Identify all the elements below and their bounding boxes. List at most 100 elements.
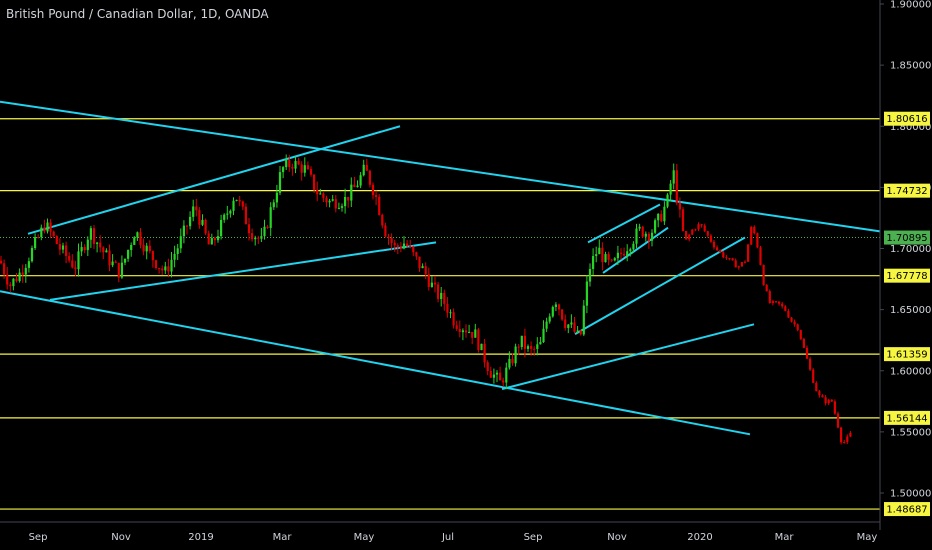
candle-body xyxy=(440,292,443,300)
candle-body xyxy=(486,362,489,372)
candle-body xyxy=(12,278,15,287)
candle-body xyxy=(774,301,778,303)
trendline-rising-short-upper xyxy=(587,203,661,244)
candle-body xyxy=(545,321,548,329)
candle-body xyxy=(89,228,92,240)
candle-body xyxy=(291,166,294,169)
candle-body xyxy=(210,238,213,245)
candle-body xyxy=(105,250,108,253)
candle-body xyxy=(229,210,232,214)
candle-body xyxy=(657,213,660,221)
candle-body xyxy=(272,202,275,208)
candle-body xyxy=(554,304,557,307)
candle-body xyxy=(691,229,694,235)
candle-body xyxy=(598,247,601,255)
candle-body xyxy=(539,342,542,345)
candle-body xyxy=(722,252,725,258)
candle-body xyxy=(492,374,495,378)
candle-body xyxy=(58,244,61,250)
candle-body xyxy=(213,238,216,241)
price-tick-label: 1.70000 xyxy=(890,244,931,255)
candle-body xyxy=(824,397,827,404)
candle-body xyxy=(650,232,654,241)
candle-body xyxy=(809,358,812,370)
level-label: 1.80616 xyxy=(886,114,927,125)
candle-body xyxy=(588,268,592,282)
candle-body xyxy=(471,331,474,338)
candle-body xyxy=(154,260,158,269)
candle-body xyxy=(474,329,477,338)
candle-body xyxy=(623,253,626,256)
level-label-box xyxy=(884,502,930,517)
candle-body xyxy=(703,225,706,232)
candle-body xyxy=(216,236,220,241)
candle-body xyxy=(731,258,734,261)
candle-body xyxy=(641,226,644,237)
candle-body xyxy=(61,245,65,250)
candle-body xyxy=(573,322,576,332)
candle-body xyxy=(123,258,127,263)
candle-body xyxy=(353,184,356,188)
candle-body xyxy=(756,233,759,248)
candle-body xyxy=(266,226,269,228)
candle-body xyxy=(381,214,384,226)
candle-body xyxy=(737,266,740,268)
candle-body xyxy=(781,303,784,307)
candle-body xyxy=(71,260,74,268)
candle-body xyxy=(340,206,344,208)
candle-body xyxy=(616,252,619,259)
trendlines xyxy=(0,100,881,436)
candle-body xyxy=(319,193,322,195)
candle-body xyxy=(601,247,604,263)
candle-body xyxy=(437,284,440,300)
candle-body xyxy=(449,312,452,314)
candle-body xyxy=(750,226,753,245)
candle-body xyxy=(542,328,545,343)
candle-body xyxy=(136,232,139,238)
candle-body xyxy=(728,258,731,260)
candle-body xyxy=(669,183,672,195)
candle-body xyxy=(647,233,650,241)
candle-body xyxy=(443,292,446,304)
candle-body xyxy=(700,224,703,226)
candle-body xyxy=(40,227,43,238)
candle-body xyxy=(430,282,433,288)
candle-body xyxy=(418,256,421,269)
level-label: 1.67778 xyxy=(886,271,927,282)
candle-body xyxy=(285,159,288,168)
candle-body xyxy=(548,316,551,322)
time-axis[interactable]: Sep Nov 2019 Mar May Jul Sep Nov 2020 Mar May xyxy=(29,532,878,543)
candle-body xyxy=(409,245,412,247)
candle-body xyxy=(452,312,455,326)
candle-body xyxy=(564,319,567,328)
candle-body xyxy=(306,165,309,170)
candle-body xyxy=(799,330,802,339)
candle-body xyxy=(86,239,89,251)
candle-body xyxy=(288,159,291,167)
candle-body xyxy=(536,344,539,349)
candle-body xyxy=(179,236,182,249)
candle-body xyxy=(517,346,520,348)
candle-body xyxy=(27,261,30,268)
candle-body xyxy=(511,358,514,364)
price-tick-label: 1.60000 xyxy=(890,366,931,377)
time-tick-label: Sep xyxy=(524,532,543,543)
time-tick-label: Nov xyxy=(111,532,131,543)
candle-body xyxy=(734,260,737,268)
candle-body xyxy=(164,266,167,271)
candle-body xyxy=(697,224,700,230)
candle-body xyxy=(635,228,638,244)
candle-body xyxy=(313,174,316,190)
candle-body xyxy=(406,243,409,246)
candle-body xyxy=(24,267,27,275)
candle-body xyxy=(275,192,278,203)
candle-body xyxy=(523,335,526,349)
candle-body xyxy=(585,281,588,306)
candle-body xyxy=(666,194,669,207)
candle-body xyxy=(576,330,579,332)
candle-body xyxy=(644,233,647,237)
candle-body xyxy=(399,247,402,249)
time-tick-label: May xyxy=(857,532,878,543)
candle-body xyxy=(480,343,483,351)
